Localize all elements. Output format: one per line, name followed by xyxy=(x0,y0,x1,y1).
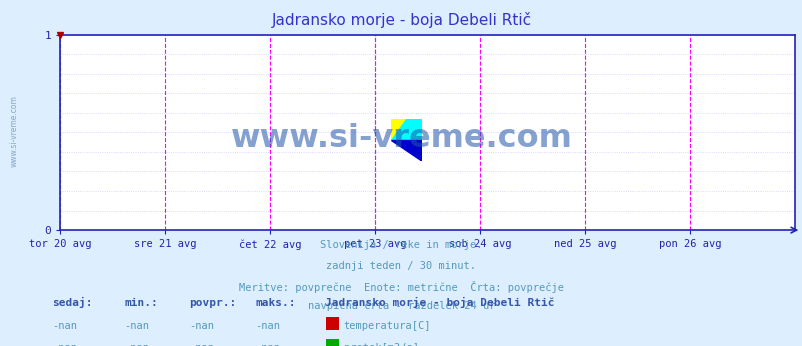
Polygon shape xyxy=(391,140,421,161)
Text: zadnji teden / 30 minut.: zadnji teden / 30 minut. xyxy=(326,261,476,271)
Text: povpr.:: povpr.: xyxy=(188,298,236,308)
Text: Meritve: povprečne  Enote: metrične  Črta: povprečje: Meritve: povprečne Enote: metrične Črta:… xyxy=(239,281,563,293)
Text: -nan: -nan xyxy=(188,343,213,346)
Text: www.si-vreme.com: www.si-vreme.com xyxy=(10,95,19,167)
Text: -nan: -nan xyxy=(124,343,149,346)
Text: min.:: min.: xyxy=(124,298,158,308)
Text: Slovenija / reke in morje.: Slovenija / reke in morje. xyxy=(320,240,482,251)
Text: -nan: -nan xyxy=(255,343,280,346)
Text: Jadransko morje - boja Debeli Rtič: Jadransko morje - boja Debeli Rtič xyxy=(325,297,554,308)
Text: temperatura[C]: temperatura[C] xyxy=(343,321,431,331)
Text: maks.:: maks.: xyxy=(255,298,295,308)
Text: -nan: -nan xyxy=(255,321,280,331)
Text: www.si-vreme.com: www.si-vreme.com xyxy=(230,123,572,154)
Text: navpična črta - razdelek 24 ur: navpična črta - razdelek 24 ur xyxy=(307,301,495,311)
Text: -nan: -nan xyxy=(52,343,77,346)
Text: pretok[m3/s]: pretok[m3/s] xyxy=(343,343,418,346)
Text: -nan: -nan xyxy=(188,321,213,331)
Polygon shape xyxy=(391,119,421,140)
Text: Jadransko morje - boja Debeli Rtič: Jadransko morje - boja Debeli Rtič xyxy=(271,12,531,28)
Text: -nan: -nan xyxy=(52,321,77,331)
Polygon shape xyxy=(391,119,406,140)
Text: sedaj:: sedaj: xyxy=(52,297,92,308)
Text: -nan: -nan xyxy=(124,321,149,331)
